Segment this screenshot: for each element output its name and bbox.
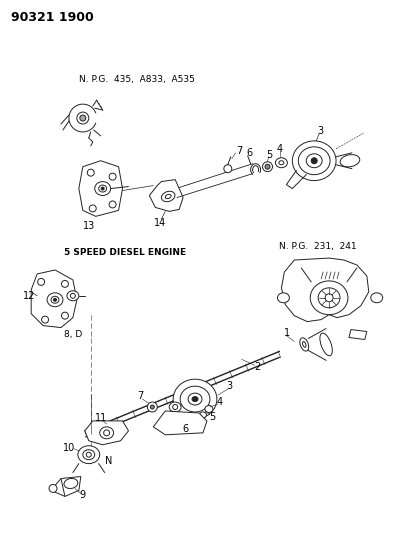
Polygon shape	[153, 411, 207, 435]
Text: N. P.G.  435,  A833,  A535: N. P.G. 435, A833, A535	[79, 75, 195, 84]
Text: 14: 14	[154, 219, 166, 228]
Ellipse shape	[340, 155, 360, 167]
Text: N. P.G.  231,  241: N. P.G. 231, 241	[279, 241, 357, 251]
Ellipse shape	[306, 154, 322, 168]
Polygon shape	[149, 180, 183, 212]
Ellipse shape	[173, 379, 217, 419]
Circle shape	[61, 280, 68, 287]
Ellipse shape	[311, 158, 317, 164]
Text: 6: 6	[247, 148, 253, 158]
Ellipse shape	[300, 338, 309, 351]
Ellipse shape	[192, 397, 198, 401]
Ellipse shape	[86, 452, 91, 457]
Ellipse shape	[70, 293, 75, 298]
Ellipse shape	[188, 393, 202, 405]
Ellipse shape	[277, 293, 289, 303]
Ellipse shape	[169, 402, 181, 412]
Circle shape	[61, 312, 68, 319]
Text: 11: 11	[95, 413, 107, 423]
Ellipse shape	[293, 141, 336, 181]
Circle shape	[89, 205, 96, 212]
Text: 12: 12	[23, 291, 35, 301]
Ellipse shape	[100, 427, 113, 439]
Ellipse shape	[99, 185, 107, 192]
Ellipse shape	[95, 182, 111, 196]
Circle shape	[49, 484, 57, 492]
Circle shape	[147, 402, 157, 412]
Ellipse shape	[275, 158, 287, 168]
Ellipse shape	[180, 386, 210, 412]
Text: 5: 5	[209, 412, 215, 422]
Ellipse shape	[101, 187, 104, 190]
Text: 5: 5	[266, 150, 273, 160]
Ellipse shape	[47, 293, 63, 306]
Ellipse shape	[205, 406, 213, 413]
Ellipse shape	[83, 450, 95, 459]
Ellipse shape	[310, 281, 348, 314]
Ellipse shape	[173, 405, 178, 409]
Circle shape	[80, 115, 86, 121]
Polygon shape	[61, 477, 81, 496]
Text: 3: 3	[227, 381, 233, 391]
Ellipse shape	[325, 294, 333, 302]
Ellipse shape	[371, 293, 383, 303]
Text: N: N	[105, 456, 112, 466]
Polygon shape	[349, 329, 367, 340]
Polygon shape	[85, 421, 129, 445]
Circle shape	[263, 161, 273, 172]
Ellipse shape	[279, 161, 284, 165]
Ellipse shape	[298, 147, 330, 175]
Text: 13: 13	[83, 221, 95, 231]
Polygon shape	[31, 270, 77, 328]
Ellipse shape	[302, 342, 306, 348]
Ellipse shape	[165, 195, 171, 199]
Ellipse shape	[53, 298, 57, 301]
Circle shape	[38, 278, 45, 285]
Text: 5 SPEED DIESEL ENGINE: 5 SPEED DIESEL ENGINE	[64, 248, 186, 256]
Ellipse shape	[64, 479, 78, 489]
Polygon shape	[281, 258, 369, 321]
Ellipse shape	[103, 430, 109, 436]
Text: 3: 3	[317, 126, 323, 136]
Ellipse shape	[67, 291, 79, 301]
Circle shape	[265, 164, 270, 169]
Ellipse shape	[320, 333, 332, 356]
Ellipse shape	[158, 190, 180, 208]
Ellipse shape	[156, 186, 175, 201]
Circle shape	[87, 169, 94, 176]
Text: 4: 4	[276, 144, 283, 154]
Text: 7: 7	[236, 146, 243, 156]
Circle shape	[150, 405, 154, 409]
Circle shape	[77, 112, 89, 124]
Ellipse shape	[318, 288, 340, 308]
Text: 10: 10	[63, 443, 75, 453]
Ellipse shape	[162, 191, 175, 201]
Ellipse shape	[199, 412, 207, 418]
Text: 9: 9	[80, 490, 86, 500]
Text: 8, D: 8, D	[64, 330, 82, 339]
Text: 90321 1900: 90321 1900	[11, 11, 94, 24]
Circle shape	[224, 165, 232, 173]
Text: 6: 6	[182, 424, 188, 434]
Text: 1: 1	[284, 328, 291, 337]
Ellipse shape	[78, 446, 100, 464]
Circle shape	[109, 201, 116, 208]
Text: 7: 7	[137, 391, 144, 401]
Text: 4: 4	[217, 397, 223, 407]
Polygon shape	[79, 161, 123, 216]
Ellipse shape	[51, 296, 59, 303]
Circle shape	[42, 316, 49, 323]
Text: 2: 2	[254, 362, 261, 372]
Circle shape	[109, 173, 116, 180]
